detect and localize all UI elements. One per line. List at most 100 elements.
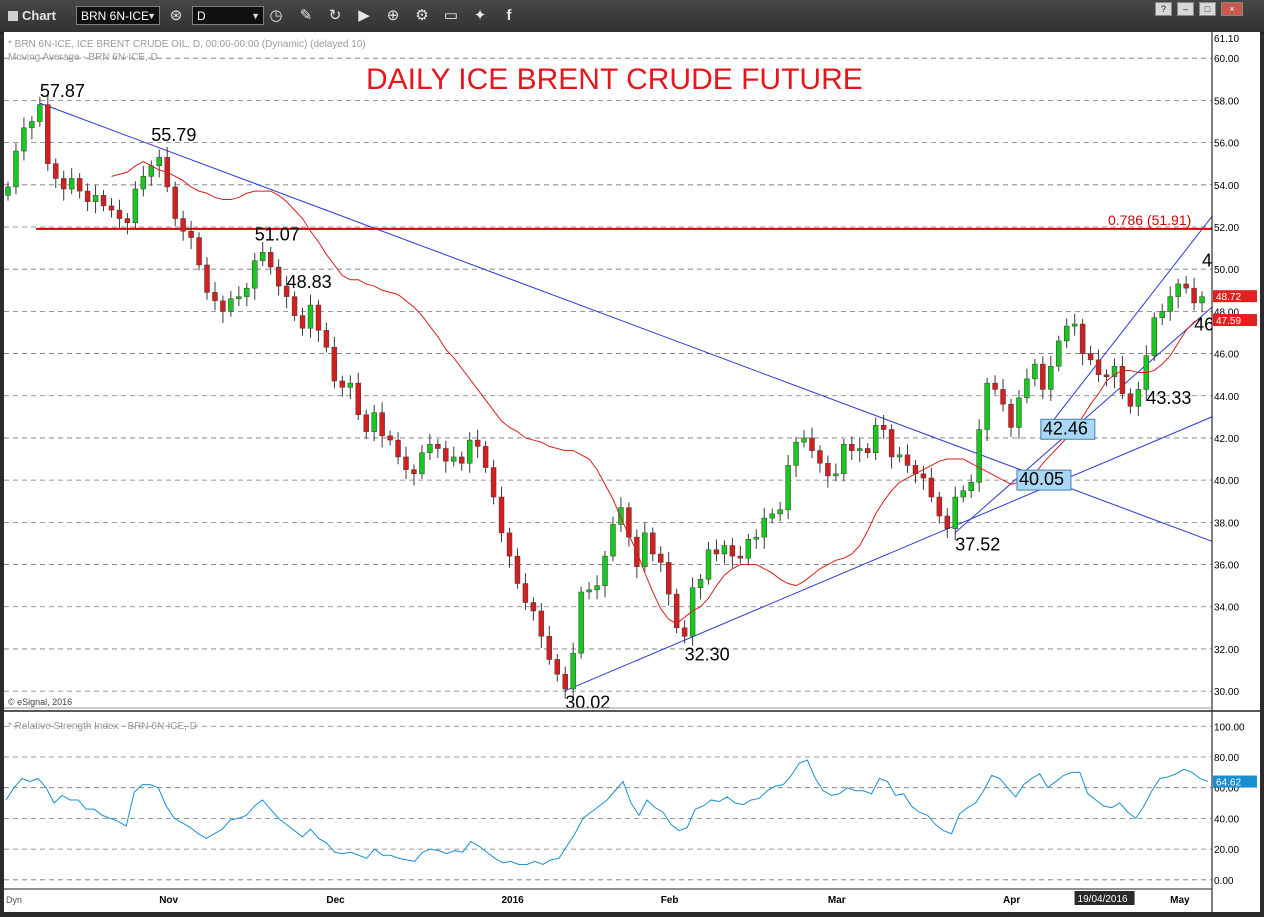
candle-body — [1048, 365, 1054, 390]
candle-body — [753, 536, 759, 540]
candle-body — [132, 188, 139, 224]
candle-body — [490, 467, 497, 498]
candle-body — [5, 186, 11, 196]
candle-body — [252, 260, 258, 289]
settings-icon[interactable]: ⚙ — [415, 7, 429, 24]
candle-body — [1016, 397, 1022, 428]
candle-body — [936, 496, 943, 517]
candle-body — [546, 636, 553, 660]
minimize-button[interactable]: – — [1177, 2, 1194, 16]
rsi-grid — [4, 725, 1212, 881]
chevron-down-icon[interactable]: ▼ — [251, 11, 260, 21]
ma-info-line: Moving Average - BRN 6N-ICE, D — [8, 52, 158, 63]
y-tick-label: 80.00 — [1214, 753, 1239, 764]
candle-body — [395, 439, 401, 458]
trendlines — [39, 102, 1213, 692]
price-annotation: 32.30 — [685, 645, 730, 665]
candle-body — [793, 441, 799, 466]
candle-body — [37, 104, 43, 122]
price-annotation: 55.79 — [151, 125, 196, 145]
candle-body — [116, 209, 123, 219]
candle-body — [610, 524, 616, 557]
candle-body — [586, 589, 592, 593]
candle-body — [801, 437, 807, 443]
candle-body — [880, 425, 887, 430]
play-icon[interactable]: ▶ — [358, 7, 370, 24]
candle-body — [1167, 296, 1173, 312]
candle-body — [84, 190, 91, 202]
candle-body — [650, 532, 656, 555]
candle-body — [148, 165, 155, 177]
candle-body — [872, 425, 879, 453]
candle-body — [156, 157, 162, 167]
candle-body — [1071, 323, 1078, 327]
cycle-icon[interactable]: ⊛ — [169, 7, 183, 24]
candle-body — [904, 454, 911, 466]
trendline — [39, 102, 1213, 542]
candle-body — [53, 163, 59, 179]
candle-body — [435, 444, 441, 449]
x-tick-label: 2016 — [501, 895, 524, 906]
zoom-icon[interactable]: ⊕ — [386, 7, 400, 24]
pencil-icon[interactable]: ✎ — [299, 7, 313, 24]
candle-body — [952, 496, 958, 529]
price-grid — [4, 57, 1212, 692]
candle-body — [1063, 325, 1070, 342]
candle-body — [1175, 283, 1181, 297]
clock-icon[interactable]: ◷ — [269, 7, 283, 24]
symbol-input[interactable]: BRN 6N-ICE ▼ — [76, 6, 160, 25]
close-button[interactable]: × — [1221, 2, 1243, 16]
y-tick-label: 38.00 — [1214, 518, 1239, 529]
copyright-text: © eSignal, 2016 — [8, 697, 72, 707]
refresh-icon[interactable]: ↻ — [328, 7, 342, 24]
candle-body — [124, 218, 131, 224]
symbol-value: BRN 6N-ICE — [81, 9, 150, 23]
top-value-label: 61.10 — [1214, 34, 1239, 45]
annotation-box — [1016, 469, 1072, 491]
y-tick-label: 52.00 — [1214, 223, 1239, 234]
interval-input[interactable]: D ▼ — [192, 6, 264, 25]
candle-body — [315, 304, 322, 331]
rsi-panel — [5, 759, 1209, 865]
help-button[interactable]: ? — [1155, 2, 1172, 16]
candle-body — [212, 292, 218, 302]
annotations: 57.87 55.79 51.07 48.83 30.02 32.30 37.52 42.46… — [40, 81, 1247, 713]
candle-body — [379, 412, 385, 437]
maximize-button[interactable]: □ — [1199, 2, 1216, 16]
candle-body — [705, 549, 712, 580]
candle-body — [864, 448, 871, 453]
candle-body — [347, 382, 354, 388]
twitter-icon[interactable]: ✦ — [473, 7, 487, 24]
fib-label: 0.786 (51.91) — [1108, 212, 1191, 228]
candle-body — [1056, 340, 1062, 367]
price-annotation: 37.52 — [955, 534, 1000, 554]
price-annotation: 51.07 — [255, 225, 300, 245]
candle-body — [618, 507, 624, 525]
facebook-icon[interactable]: f — [506, 7, 512, 24]
y-tick-label: 34.00 — [1214, 603, 1239, 614]
price-tag — [1213, 290, 1257, 303]
candle-body — [992, 382, 998, 390]
chart-canvas: 0.786 (51.91) 57.8755.7951.0748.8330.023… — [4, 32, 1260, 912]
x-tick-label: Nov — [159, 895, 178, 906]
candle-body — [108, 205, 115, 211]
y-tick-label: 58.00 — [1214, 96, 1239, 107]
y-tick-label: 60.00 — [1214, 54, 1239, 65]
candle-body — [355, 382, 361, 415]
candle-body — [45, 104, 51, 164]
candle-body — [260, 252, 266, 261]
candle-body — [387, 435, 393, 441]
chevron-down-icon[interactable]: ▼ — [147, 11, 156, 21]
candle-body — [841, 444, 847, 475]
candle-body — [594, 585, 600, 591]
candle-body — [363, 414, 369, 432]
trendline — [1042, 216, 1213, 435]
candle-body — [228, 298, 234, 312]
x-tick-label: Mar — [828, 895, 846, 906]
candle-body — [928, 477, 935, 498]
candle-body — [570, 652, 576, 690]
candle-body — [1151, 317, 1157, 356]
comment-icon[interactable]: ▭ — [443, 7, 459, 24]
candle-body — [1159, 311, 1165, 318]
y-tick-label: 30.00 — [1214, 687, 1239, 698]
